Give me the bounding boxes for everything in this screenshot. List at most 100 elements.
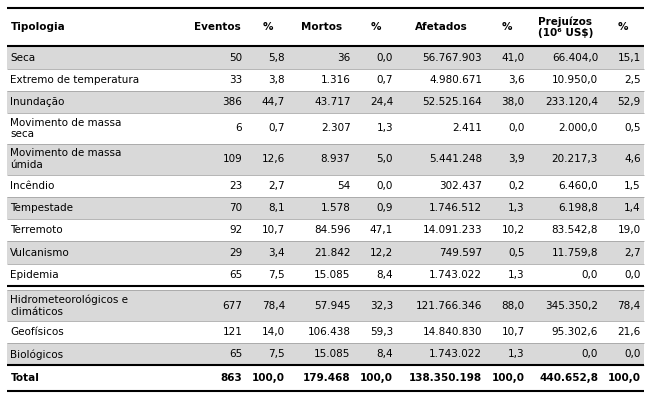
Text: 0,0: 0,0 [377,53,393,62]
Text: Total: Total [10,373,39,383]
Text: 2.411: 2.411 [452,124,482,134]
Text: 5,8: 5,8 [268,53,285,62]
Text: 0,0: 0,0 [508,124,525,134]
Text: 12,2: 12,2 [370,248,393,258]
Text: 15.085: 15.085 [314,270,351,280]
Text: 84.596: 84.596 [314,225,351,235]
Text: 24,4: 24,4 [370,97,393,107]
Text: 95.302,6: 95.302,6 [551,327,598,337]
Text: 0,0: 0,0 [582,270,598,280]
Text: 20.217,3: 20.217,3 [551,154,598,164]
Text: 106.438: 106.438 [307,327,351,337]
Text: Biológicos: Biológicos [10,349,64,359]
Text: 7,5: 7,5 [268,270,285,280]
Text: 1.316: 1.316 [321,75,351,85]
Bar [7,91,644,113]
Text: Vulcanismo: Vulcanismo [10,248,70,258]
Text: Prejuízos
(10⁶ US$): Prejuízos (10⁶ US$) [538,16,593,38]
Text: 2.307: 2.307 [321,124,351,134]
Text: 10,2: 10,2 [501,225,525,235]
Text: 6: 6 [236,124,242,134]
Text: 10,7: 10,7 [262,225,285,235]
Text: 50: 50 [229,53,242,62]
Text: 19,0: 19,0 [617,225,641,235]
Text: 1.578: 1.578 [321,203,351,213]
Text: 54: 54 [337,181,351,191]
Text: 3,8: 3,8 [268,75,285,85]
Text: 11.759,8: 11.759,8 [551,248,598,258]
Text: 138.350.198: 138.350.198 [409,373,482,383]
Text: 121: 121 [223,327,242,337]
Text: 677: 677 [223,301,242,310]
Text: 100,0: 100,0 [607,373,641,383]
Text: Mortos: Mortos [301,22,342,32]
Text: 0,7: 0,7 [377,75,393,85]
Text: 1.746.512: 1.746.512 [429,203,482,213]
Text: Eventos: Eventos [194,22,241,32]
Bar [7,46,644,69]
Text: Inundação: Inundação [10,97,65,107]
Text: 65: 65 [229,349,242,359]
Text: 44,7: 44,7 [262,97,285,107]
Text: 10.950,0: 10.950,0 [552,75,598,85]
Text: 0,5: 0,5 [508,248,525,258]
Text: 52,9: 52,9 [617,97,641,107]
Bar [7,144,644,175]
Text: 3,6: 3,6 [508,75,525,85]
Text: 70: 70 [229,203,242,213]
Text: 41,0: 41,0 [501,53,525,62]
Text: 1,5: 1,5 [624,181,641,191]
Text: 100,0: 100,0 [492,373,525,383]
Text: 6.460,0: 6.460,0 [559,181,598,191]
Text: 0,0: 0,0 [624,270,641,280]
Text: 43.717: 43.717 [314,97,351,107]
Text: 0,0: 0,0 [582,349,598,359]
Text: 8.937: 8.937 [321,154,351,164]
Text: 21,6: 21,6 [617,327,641,337]
Text: 1,3: 1,3 [376,124,393,134]
Text: 1,3: 1,3 [508,349,525,359]
Text: 345.350,2: 345.350,2 [545,301,598,310]
Text: 5,0: 5,0 [377,154,393,164]
Text: 1,3: 1,3 [508,270,525,280]
Text: 38,0: 38,0 [501,97,525,107]
Text: 33: 33 [229,75,242,85]
Text: 109: 109 [223,154,242,164]
Text: 3,4: 3,4 [268,248,285,258]
Text: 0,0: 0,0 [624,349,641,359]
Text: 15.085: 15.085 [314,349,351,359]
Text: 29: 29 [229,248,242,258]
Text: 0,2: 0,2 [508,181,525,191]
Text: 4.980.671: 4.980.671 [429,75,482,85]
Text: 32,3: 32,3 [370,301,393,310]
Bar [7,197,644,219]
Text: 5.441.248: 5.441.248 [429,154,482,164]
Text: Tipologia: Tipologia [10,22,65,32]
Text: 56.767.903: 56.767.903 [422,53,482,62]
Text: 386: 386 [223,97,242,107]
Text: 7,5: 7,5 [268,349,285,359]
Bar [7,69,644,91]
Text: Terremoto: Terremoto [10,225,63,235]
Text: 1,3: 1,3 [508,203,525,213]
Text: 863: 863 [221,373,242,383]
Text: Afetados: Afetados [415,22,468,32]
Text: 14.840.830: 14.840.830 [422,327,482,337]
Bar [7,365,644,391]
Bar [7,321,644,343]
Text: 23: 23 [229,181,242,191]
Text: 83.542,8: 83.542,8 [551,225,598,235]
Text: 15,1: 15,1 [617,53,641,62]
Bar [7,343,644,365]
Text: %: % [618,22,628,32]
Text: 302.437: 302.437 [439,181,482,191]
Text: %: % [370,22,381,32]
Bar [7,175,644,197]
Bar [7,241,644,263]
Text: 3,9: 3,9 [508,154,525,164]
Text: Geofísicos: Geofísicos [10,327,64,337]
Text: Extremo de temperatura: Extremo de temperatura [10,75,139,85]
Text: %: % [502,22,512,32]
Text: 121.766.346: 121.766.346 [416,301,482,310]
Text: 440.652,8: 440.652,8 [539,373,598,383]
